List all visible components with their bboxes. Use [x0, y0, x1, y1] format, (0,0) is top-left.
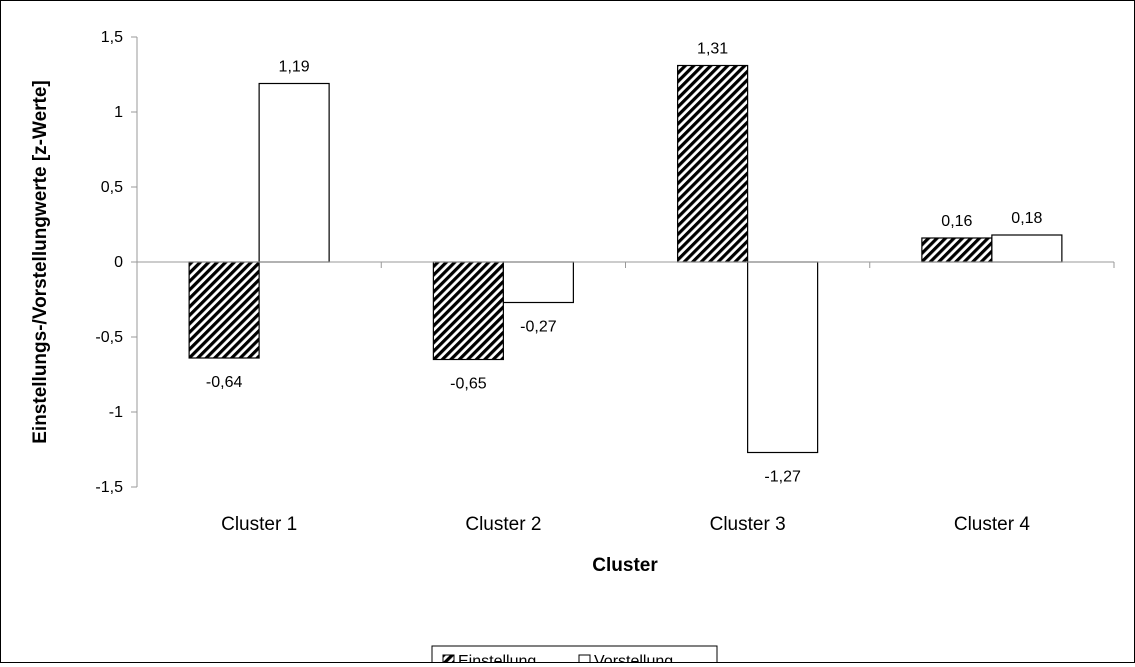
- y-tick-label: -0,5: [95, 329, 123, 346]
- data-label: 0,16: [941, 213, 972, 230]
- y-tick-labels: 1,5 1 0,5 0 -0,5 -1 -1,5: [95, 29, 123, 496]
- bar-vorstellung: [747, 261, 819, 454]
- bar-einstellung: [188, 261, 260, 359]
- category-label: Cluster 2: [465, 514, 541, 535]
- bar-einstellung: [677, 64, 749, 263]
- bar-vorstellung: [502, 261, 574, 304]
- y-axis-title: Einstellungs-/Vorstellungwerte [z-Werte]: [30, 80, 51, 444]
- data-label: -1,27: [764, 469, 801, 486]
- category-label: Cluster 1: [221, 514, 297, 535]
- legend-swatch-einstellung: [442, 654, 455, 667]
- category-label: Cluster 4: [954, 514, 1030, 535]
- y-tick-label: 1,5: [101, 29, 123, 46]
- data-label: -0,64: [206, 374, 243, 391]
- bar-vorstellung: [258, 82, 330, 263]
- y-tick-label: 1: [114, 104, 123, 121]
- y-tick-label: -1: [109, 404, 123, 421]
- bar-vorstellung: [991, 234, 1063, 263]
- data-label: -0,27: [520, 319, 557, 336]
- category-label: Cluster 3: [710, 514, 786, 535]
- y-axis: [131, 36, 138, 488]
- legend-label-einstellung: Einstellung: [458, 653, 536, 662]
- y-tick-label: 0,5: [101, 179, 123, 196]
- legend-label-vorstellung: Vorstellung: [594, 653, 673, 662]
- y-tick-label: 0: [114, 254, 123, 271]
- category-labels: Cluster 1 Cluster 2 Cluster 3 Cluster 4: [221, 514, 1030, 535]
- data-label: -0,65: [450, 376, 487, 393]
- data-label: 0,18: [1011, 210, 1042, 227]
- bars: [188, 64, 1063, 454]
- x-axis: [136, 261, 1115, 268]
- data-label: 1,19: [279, 59, 310, 76]
- y-tick-label: -1,5: [95, 479, 123, 496]
- x-axis-title: Cluster: [592, 555, 658, 576]
- legend: Einstellung Vorstellung: [431, 645, 718, 667]
- data-labels: -0,64 -0,65 1,31 0,16 1,19 -0,27 -1,27 0,18: [206, 41, 1043, 486]
- bar-einstellung: [432, 261, 504, 361]
- legend-swatch-vorstellung: [578, 654, 591, 667]
- bar-einstellung: [921, 237, 993, 263]
- data-label: 1,31: [697, 41, 728, 58]
